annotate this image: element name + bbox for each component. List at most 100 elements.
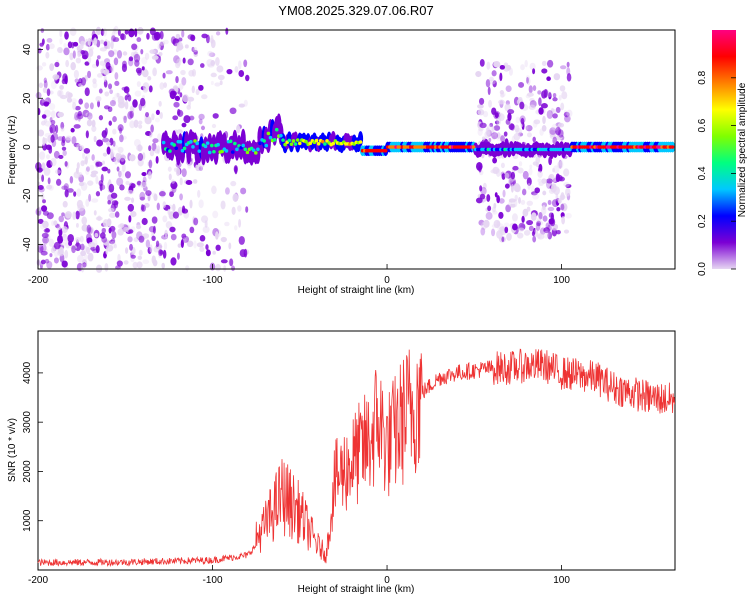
spectrogram-noise-dot	[37, 129, 45, 137]
spectrogram-noise-dot	[140, 181, 148, 189]
spectrogram-noise-dot	[151, 216, 158, 224]
spectrogram-noise-dot	[517, 96, 523, 102]
spectrogram-noise-dot	[132, 261, 138, 269]
spectrogram-noise-dot	[165, 70, 173, 75]
spectrogram-noise-dot	[117, 228, 124, 236]
spectrogram-noise-dot	[144, 52, 150, 60]
snr-y-ticks: 1000 2000 3000 4000	[22, 361, 43, 532]
spectrogram-noise-dot	[40, 259, 46, 265]
spectrogram-noise-dot	[136, 81, 141, 87]
spectrogram-noise-dot	[127, 111, 133, 120]
spectrogram-noise-dot	[78, 98, 83, 105]
spectrogram-noise-dot	[556, 229, 561, 235]
spectrogram-noise-dot	[73, 69, 79, 79]
spectrogram-noise-dot	[512, 213, 518, 222]
spectrogram-noise-dot	[155, 155, 159, 164]
spectrogram-noise-dot	[104, 127, 108, 136]
spectrogram-noise-dot	[184, 44, 189, 49]
spectrogram-signal-core	[289, 142, 294, 147]
spectrogram-noise-dot	[158, 249, 163, 257]
spectrogram-noise-dot	[515, 116, 521, 124]
spectrogram-noise-dot	[499, 64, 506, 70]
spectrogram-noise-dot	[547, 231, 553, 240]
spectrogram-noise-dot	[118, 127, 123, 134]
spectrogram-noise-dot	[560, 203, 568, 212]
spectrogram-x-ticks: -200 -100 0 100	[28, 264, 570, 286]
spectrogram-noise-dot	[167, 208, 171, 215]
spectrogram-noise-dot	[563, 111, 570, 118]
spectrogram-noise-dot	[139, 196, 146, 201]
spectrogram-noise-dot	[151, 142, 157, 152]
spectrogram-noise-dot	[87, 180, 94, 186]
colorbar-label: Normalized spectral amplitude	[737, 82, 748, 217]
spectrogram-noise-dot	[124, 171, 131, 179]
spectrogram-noise-dot	[49, 63, 55, 72]
spectrogram-noise-dot	[170, 36, 176, 44]
spectrogram-noise-dot	[107, 200, 112, 205]
spectrogram-noise-dot	[237, 205, 242, 212]
spectrogram-y-tick-label: -40	[22, 237, 33, 252]
spectrogram-noise-dot	[85, 233, 92, 243]
spectrogram-noise-dot	[117, 95, 125, 105]
spectrogram-noise-dot	[117, 146, 124, 154]
spectrogram-noise-dot	[103, 75, 107, 82]
spectrogram-signal-core	[281, 138, 285, 142]
snr-x-tick-label: -100	[203, 575, 223, 586]
spectrogram-noise-dot	[170, 233, 177, 241]
spectrogram-noise-dot	[506, 232, 512, 241]
spectrogram-noise-dot	[210, 60, 216, 67]
spectrogram-noise-dot	[118, 99, 125, 108]
colorbar-tick-label: 0.8	[697, 70, 708, 84]
spectrogram-noise-dot	[73, 191, 77, 197]
spectrogram-noise-dot	[116, 166, 120, 172]
spectrogram-noise-dot	[502, 189, 506, 198]
spectrogram-noise-dot	[111, 230, 117, 239]
spectrogram-noise-dot	[494, 120, 500, 125]
spectrogram-noise-dot	[159, 82, 165, 90]
spectrogram-noise-dot	[61, 226, 68, 233]
spectrogram-noise-dot	[537, 167, 542, 172]
spectrogram-noise-dot	[219, 80, 223, 86]
spectrogram-noise-dot	[90, 173, 97, 178]
spectrogram-noise-dot	[123, 260, 129, 265]
spectrogram-noise-dot	[124, 196, 131, 201]
spectrogram-noise-dot	[555, 106, 561, 113]
spectrogram-noise-dot	[551, 123, 559, 131]
spectrogram-noise-dot	[191, 85, 195, 94]
colorbar-tick-label: 0.2	[697, 214, 708, 228]
spectrogram-noise-dot	[41, 205, 48, 212]
spectrogram-noise-dot	[243, 59, 248, 68]
spectrogram-noise-dot	[130, 197, 135, 203]
spectrogram-noise-dot	[117, 253, 121, 263]
spectrogram-noise-dot	[193, 46, 198, 53]
spectrogram-noise-dot	[41, 174, 45, 182]
spectrogram-noise-dot	[496, 132, 501, 139]
spectrogram-signal-core	[195, 141, 199, 146]
spectrogram-noise-dot	[479, 185, 483, 192]
spectrogram-signal-core	[383, 148, 388, 153]
spectrogram-noise-dot	[487, 205, 492, 212]
spectrogram-noise-dot	[538, 97, 542, 107]
snr-x-ticks: -200 -100 0 100	[28, 565, 570, 586]
spectrogram-noise-dot	[202, 226, 210, 233]
spectrogram-noise-dot	[136, 144, 144, 152]
spectrogram-noise-dot	[199, 63, 205, 68]
spectrogram-signal-core	[314, 138, 319, 143]
spectrogram-noise-dot	[127, 203, 135, 212]
spectrogram-signal-core	[256, 147, 260, 152]
spectrogram-noise-dot	[113, 57, 119, 66]
spectrogram-noise-dot	[215, 244, 221, 251]
spectrogram-noise-dot	[112, 37, 120, 43]
spectrogram-noise-dot	[560, 203, 565, 211]
spectrogram-noise-dot	[543, 227, 551, 234]
spectrogram-noise-dot	[142, 233, 150, 239]
spectrogram-noise-dot	[109, 89, 114, 95]
spectrogram-noise-dot	[117, 29, 121, 37]
spectrogram-noise-dot	[513, 183, 521, 192]
spectrogram-noise-dot	[41, 38, 45, 45]
spectrogram-noise-dot	[153, 193, 158, 202]
spectrogram-noise-dot	[42, 136, 46, 146]
spectrogram-noise-dot	[174, 95, 181, 102]
spectrogram-noise-dot	[63, 47, 70, 56]
spectrogram-signal-core	[266, 131, 271, 136]
